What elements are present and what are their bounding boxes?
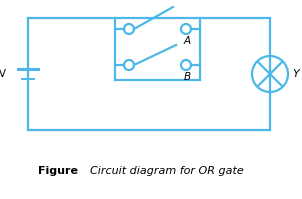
Text: A: A [184, 36, 191, 46]
Text: 6 V: 6 V [0, 69, 6, 79]
Text: Figure: Figure [38, 166, 78, 176]
Text: B: B [184, 72, 191, 82]
Text: Circuit diagram for OR gate: Circuit diagram for OR gate [90, 166, 244, 176]
Text: Y: Y [292, 69, 299, 79]
